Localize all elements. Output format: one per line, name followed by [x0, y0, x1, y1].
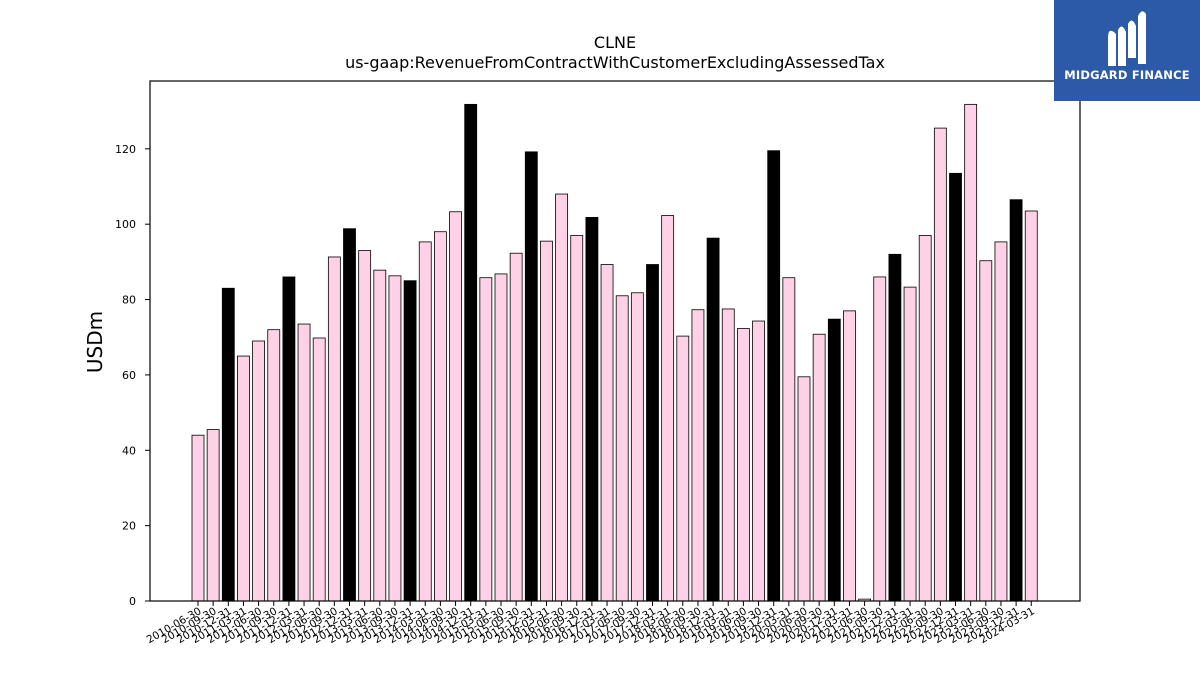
bar-2011-12-31 — [282, 276, 296, 602]
bar-2011-06-30 — [252, 340, 266, 602]
bar-2011-03-31 — [237, 355, 250, 602]
bar-2014-12-31 — [464, 103, 478, 602]
bar-2022-09-30 — [933, 127, 947, 602]
bar-2015-09-30 — [509, 252, 523, 602]
bar-2016-03-31 — [540, 240, 553, 602]
logo-text: MIDGARD FINANCE — [1064, 68, 1190, 82]
bar-2012-06-30 — [312, 337, 326, 602]
bar-2015-06-30 — [494, 273, 508, 602]
bar-2015-03-31 — [479, 277, 493, 602]
bar-2022-06-30 — [918, 235, 932, 602]
bar-2011-09-30 — [267, 329, 281, 602]
bar-2022-03-31 — [903, 286, 917, 602]
bar-2014-06-30 — [433, 231, 447, 602]
bar-2020-03-31 — [782, 277, 796, 602]
bar-2018-03-31 — [661, 215, 675, 602]
bar-2010-12-31 — [221, 287, 235, 602]
midgard-logo-icon — [1108, 11, 1146, 67]
bar-2018-09-30 — [691, 309, 705, 602]
bar-2017-09-30 — [630, 292, 644, 602]
midgard-finance-logo: MIDGARD FINANCE — [1054, 0, 1200, 101]
bar-2018-06-30 — [676, 335, 690, 602]
bar-2023-06-30 — [979, 260, 993, 602]
bar-2023-03-31 — [964, 103, 978, 602]
bar-2012-03-31 — [297, 323, 311, 602]
bar-2013-03-31 — [358, 250, 372, 602]
bar-2013-12-31 — [403, 280, 417, 602]
y-tick-label: 0 — [129, 595, 136, 608]
y-tick-label: 120 — [115, 143, 136, 156]
bar-2010-06-30 — [191, 434, 205, 602]
bar-2014-09-30 — [449, 211, 462, 602]
bar-2018-12-31 — [706, 237, 720, 602]
bar-2010-09-30 — [206, 429, 220, 602]
bar-2019-09-30 — [752, 320, 765, 602]
y-tick-label: 60 — [122, 369, 136, 382]
chart-subtitle: us-gaap:RevenueFromContractWithCustomerE… — [345, 53, 885, 72]
bar-2022-12-31 — [949, 172, 962, 602]
bar-2012-09-30 — [327, 256, 341, 602]
bar-2019-06-30 — [737, 328, 750, 602]
bar-2023-12-31 — [1009, 199, 1023, 602]
bar-2012-12-31 — [343, 228, 356, 602]
bar-2021-03-31 — [843, 310, 856, 602]
plot-frame — [149, 80, 1081, 602]
bar-2023-09-30 — [994, 241, 1008, 602]
y-tick-label: 40 — [122, 444, 136, 457]
y-tick-label: 20 — [122, 520, 136, 533]
bar-2016-06-30 — [555, 193, 568, 602]
bar-2017-03-31 — [600, 264, 614, 602]
bar-2015-12-31 — [524, 151, 538, 602]
bar-2020-09-30 — [812, 333, 826, 602]
bar-2016-09-30 — [570, 235, 584, 602]
bar-2013-09-30 — [388, 275, 402, 602]
bar-2020-06-30 — [797, 376, 811, 602]
bar-2017-06-30 — [615, 295, 629, 602]
bar-2020-12-31 — [827, 318, 841, 602]
bar-2017-12-31 — [646, 264, 659, 602]
y-tick-label: 80 — [122, 294, 136, 307]
bar-2013-06-30 — [373, 269, 387, 602]
chart-title: CLNE — [593, 33, 637, 52]
bar-2019-03-31 — [721, 308, 735, 602]
bar-2016-12-31 — [585, 217, 599, 602]
bar-2014-03-31 — [418, 241, 432, 602]
bar-2021-12-31 — [888, 253, 902, 602]
bar-2024-03-31 — [1024, 210, 1038, 602]
bar-2019-12-31 — [767, 150, 781, 602]
bar-2021-09-30 — [873, 276, 887, 602]
y-tick-label: 100 — [115, 218, 136, 231]
